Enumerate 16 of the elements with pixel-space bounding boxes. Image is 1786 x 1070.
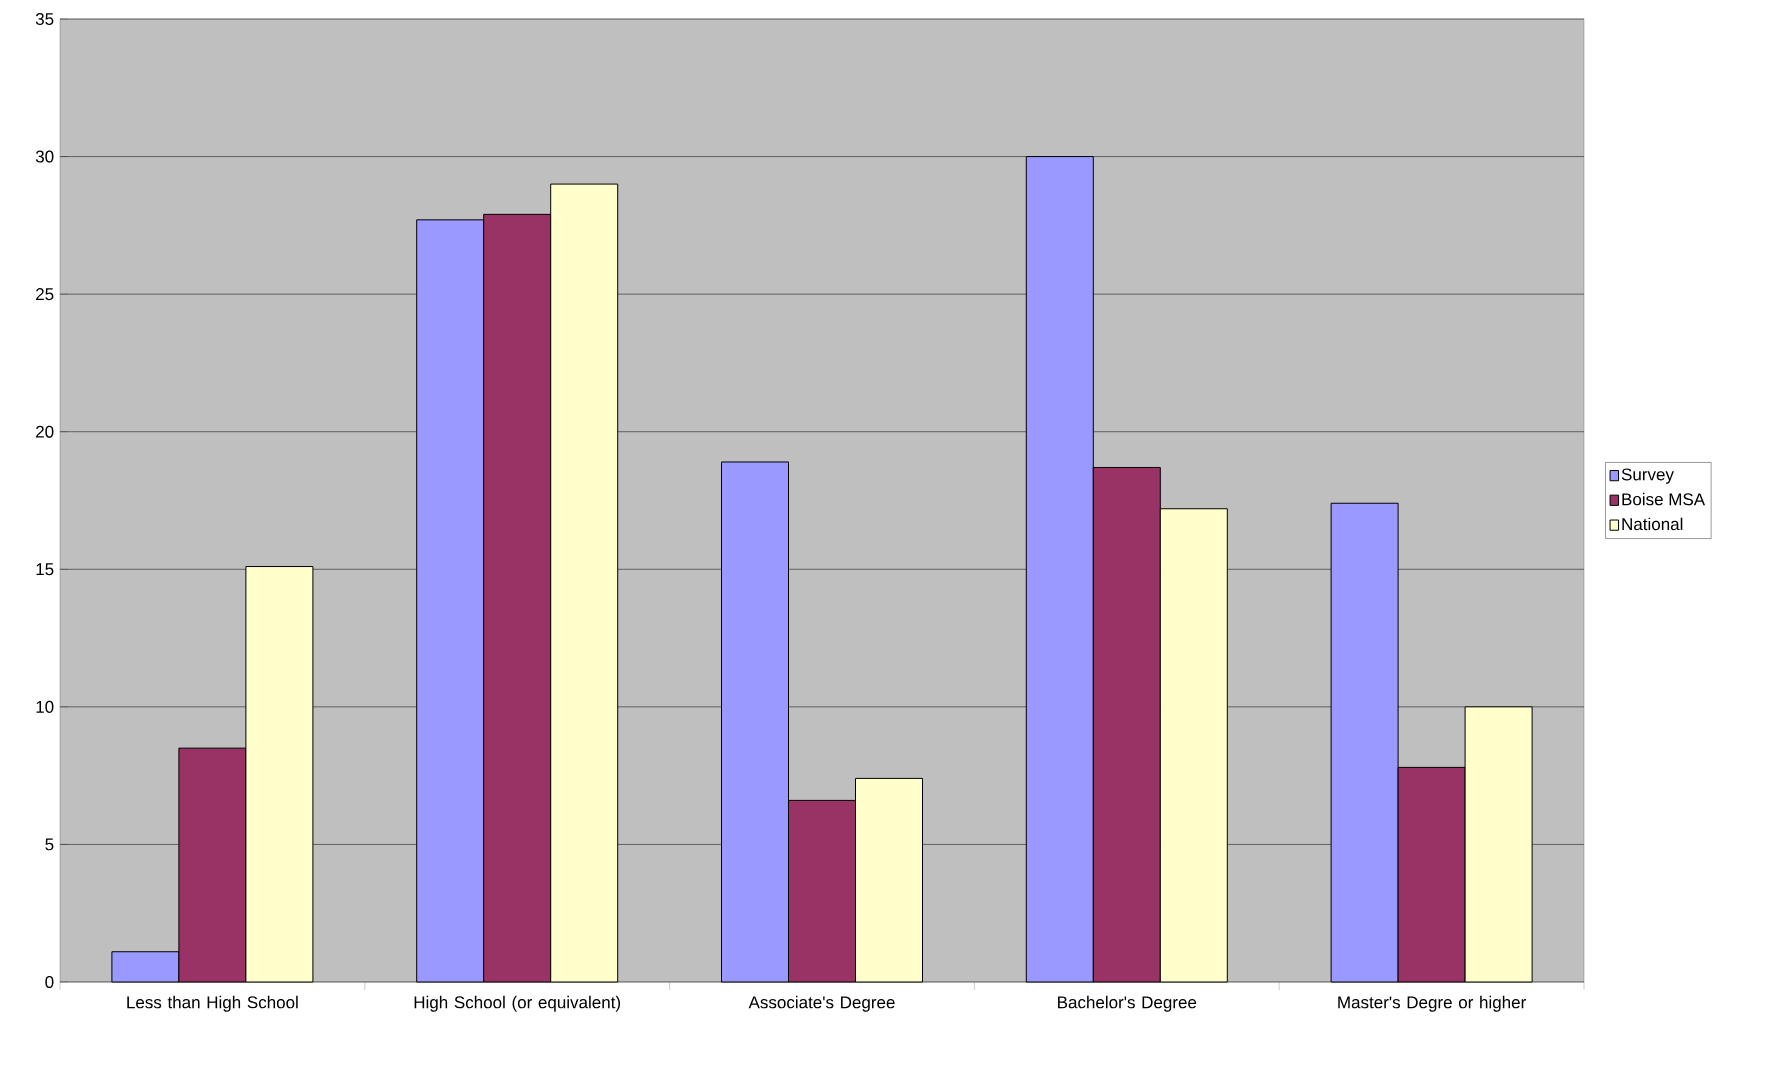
y-tick-label: 25 <box>36 288 54 301</box>
x-tick-label: Bachelor's Degree <box>1058 995 1197 1012</box>
y-tick-label: 30 <box>35 150 54 163</box>
legend-label: Boise MSA <box>1622 492 1706 506</box>
y-tick-label: 5 <box>45 838 54 851</box>
x-tick-label: Master's Degre or higher <box>1338 995 1526 1012</box>
y-tick-label: 35 <box>35 12 54 26</box>
y-tick-label: 0 <box>45 975 54 989</box>
x-tick-label: Less than High School <box>127 995 298 1012</box>
legend-label: National <box>1622 517 1683 531</box>
y-tick-label: 20 <box>36 425 54 438</box>
y-tick-label: 15 <box>36 563 54 576</box>
y-tick-label: 10 <box>36 700 54 713</box>
legend-label: Survey <box>1621 468 1674 484</box>
x-tick-label: High School (or equivalent) <box>414 995 621 1012</box>
x-tick-label: Associate's Degree <box>748 995 895 1012</box>
